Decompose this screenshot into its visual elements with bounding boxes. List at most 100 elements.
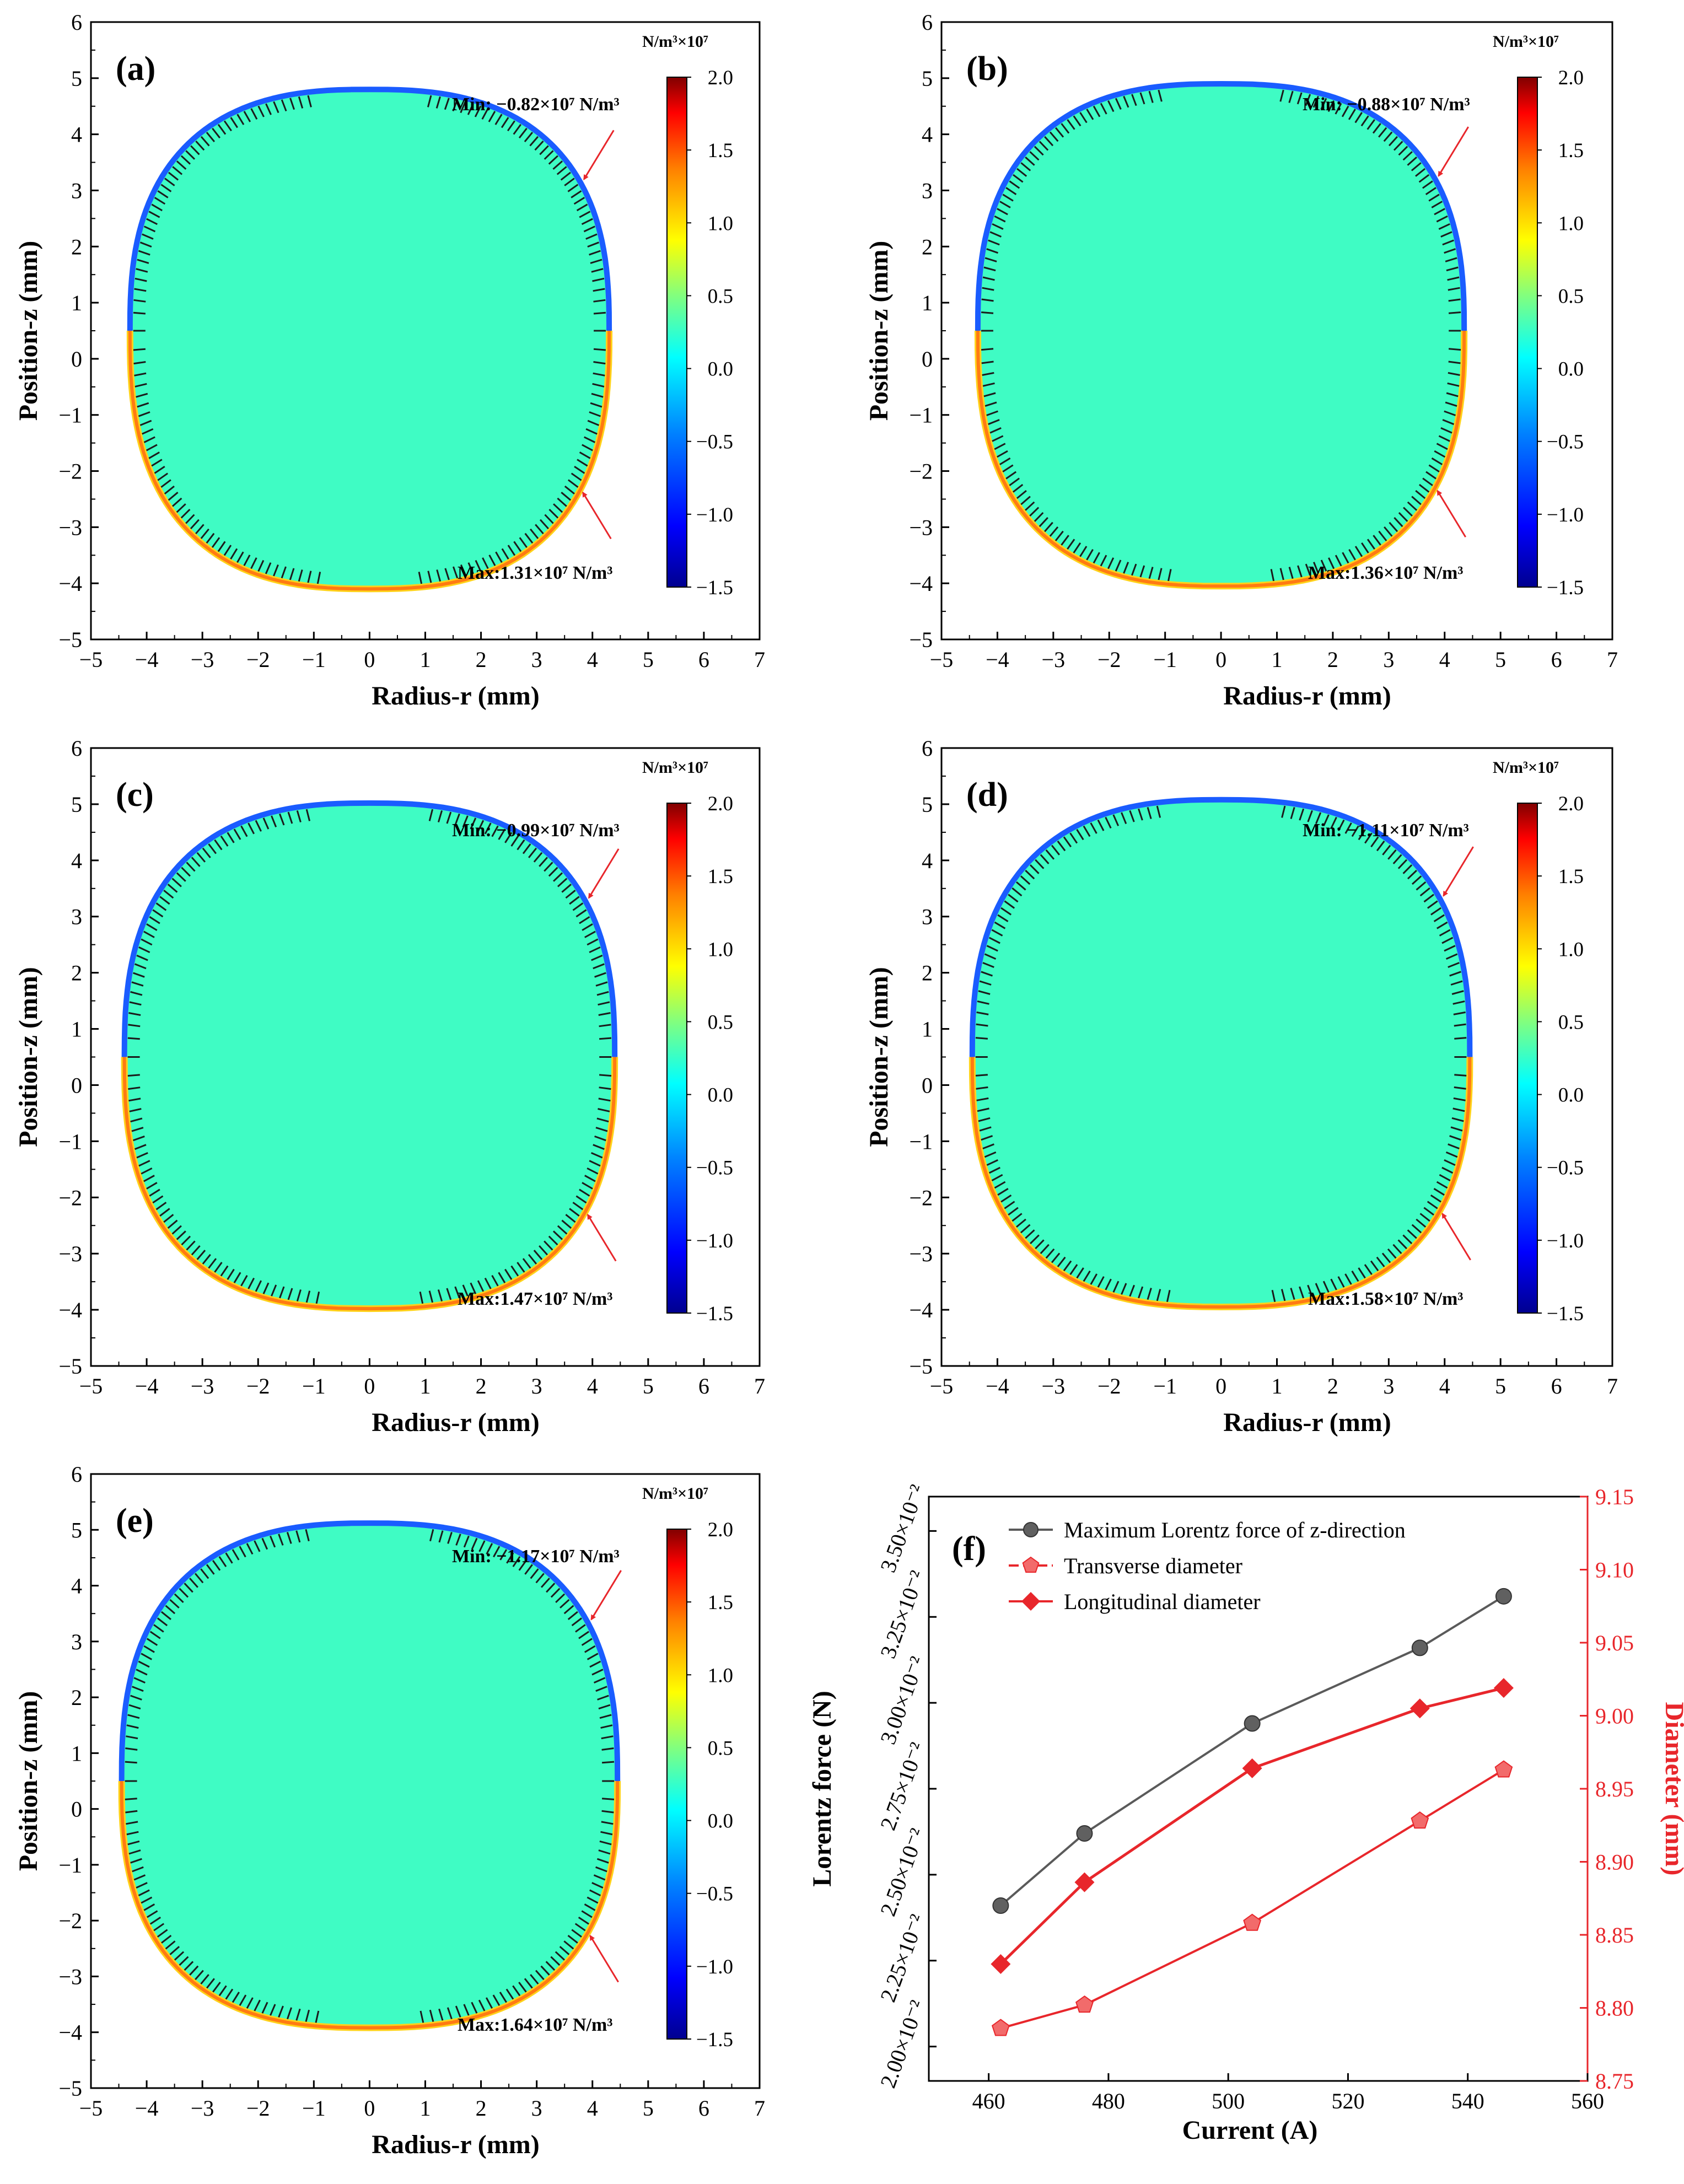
force-vector: [184, 1583, 193, 1593]
force-vector: [141, 1896, 153, 1904]
force-vector: [599, 1037, 612, 1040]
x-tick-label: −5: [930, 1374, 954, 1398]
force-vector: [1425, 187, 1436, 195]
y-tick-label: −3: [58, 1241, 82, 1266]
force-vector: [1416, 1218, 1427, 1228]
x-tick-label: 2: [476, 1374, 487, 1398]
force-vector: [589, 1660, 601, 1668]
force-vector: [561, 1219, 572, 1229]
data-point: [1494, 1760, 1513, 1778]
force-vector: [1348, 549, 1356, 561]
force-vector: [287, 1288, 293, 1300]
force-vectors: [981, 89, 1461, 582]
force-vector: [169, 1599, 180, 1609]
force-vector: [1447, 382, 1460, 387]
legend-label: Transverse diameter: [1064, 1553, 1242, 1578]
force-vector: [1364, 832, 1373, 844]
max-arrow: [582, 491, 612, 540]
force-vector: [589, 250, 601, 256]
y-tick-label: 4: [71, 122, 82, 147]
series-longitudinal-diameter: [991, 1678, 1514, 1974]
force-vector: [510, 1265, 519, 1277]
data-point: [1495, 1588, 1512, 1605]
y-axis-title: Position-z (mm): [14, 241, 43, 421]
min-arrow: [590, 1570, 622, 1621]
force-vector: [138, 946, 150, 954]
force-vector: [470, 817, 477, 830]
force-vector: [298, 569, 303, 582]
panel-f: 460 480 500 520 540 560 2.00×10⁻²2.25×10⁻²2.50…: [808, 1481, 1684, 2145]
y-tick-label: −1: [58, 1129, 82, 1154]
positive-force-edge: [120, 1780, 620, 2030]
force-vector: [1387, 849, 1397, 860]
force-vector: [1002, 464, 1014, 472]
force-vector: [1438, 223, 1450, 230]
force-vector: [524, 1978, 533, 1989]
force-vector: [206, 532, 215, 544]
force-vector: [419, 1291, 424, 1304]
force-vector: [1044, 136, 1054, 147]
force-vector: [1439, 1174, 1451, 1182]
force-vector: [232, 1549, 240, 1561]
force-vector: [1337, 819, 1345, 831]
x-tick-label: 5: [643, 1374, 654, 1398]
force-vector: [1376, 1256, 1385, 1267]
force-vector: [419, 2010, 424, 2023]
x-tick-label: −5: [79, 2096, 103, 2121]
force-vector: [581, 1638, 593, 1646]
force-vector: [557, 878, 568, 887]
force-vector: [1093, 105, 1101, 117]
force-vector: [571, 1617, 583, 1627]
force-vector: [257, 560, 265, 572]
y-tick-label: −3: [909, 515, 933, 540]
colorbar-title: N/m³×10⁷: [642, 33, 708, 51]
y-tick-label: −5: [58, 1354, 82, 1379]
force-vector: [1330, 1278, 1337, 1290]
force-vector: [594, 1135, 606, 1142]
force-vector: [146, 218, 158, 225]
force-vector: [157, 190, 169, 198]
y2-tick-label: 9.10: [1595, 1558, 1634, 1583]
force-vector: [1030, 1234, 1040, 1245]
force-vector: [590, 402, 602, 408]
force-vector: [1341, 105, 1349, 117]
force-vector: [1008, 894, 1019, 903]
force-vector: [236, 551, 244, 563]
force-vector: [190, 145, 200, 155]
force-vector: [1073, 115, 1082, 127]
force-vector: [1436, 921, 1448, 929]
force-vector: [1067, 119, 1075, 130]
force-vector: [593, 361, 606, 365]
force-vector: [579, 211, 591, 218]
x-tick-label: 2: [476, 2096, 487, 2121]
force-vector: [982, 276, 995, 281]
force-vector: [587, 1896, 599, 1904]
max-label: Max:1.58×10⁷ N/m³: [1308, 1289, 1464, 1309]
force-vector: [1034, 146, 1044, 156]
force-vector: [999, 457, 1011, 465]
force-vector: [157, 472, 169, 481]
force-vector: [574, 1923, 586, 1932]
force-vector: [149, 1631, 161, 1639]
force-vector: [460, 101, 466, 114]
force-vector: [548, 155, 558, 165]
min-label: Min: −1.11×10⁷ N/m³: [1303, 820, 1469, 841]
force-vector: [598, 1108, 610, 1112]
y-tick-label: 2: [71, 1685, 82, 1710]
force-vector: [984, 1151, 997, 1158]
x-tick-label: −5: [930, 647, 954, 672]
force-vector: [1288, 567, 1294, 579]
x-tick-label: 6: [698, 2096, 709, 2121]
force-vector: [127, 1074, 140, 1077]
x-tick-label: 4: [587, 2096, 598, 2121]
force-vector: [1063, 836, 1072, 848]
force-vector: [132, 1135, 145, 1142]
force-vector: [1444, 945, 1456, 952]
force-vector: [540, 1965, 550, 1976]
force-vector: [191, 1245, 201, 1256]
force-vector: [1449, 971, 1461, 977]
force-vector: [579, 916, 590, 924]
force-vector: [475, 560, 482, 572]
force-vector: [273, 564, 279, 577]
force-vector: [1427, 900, 1438, 909]
